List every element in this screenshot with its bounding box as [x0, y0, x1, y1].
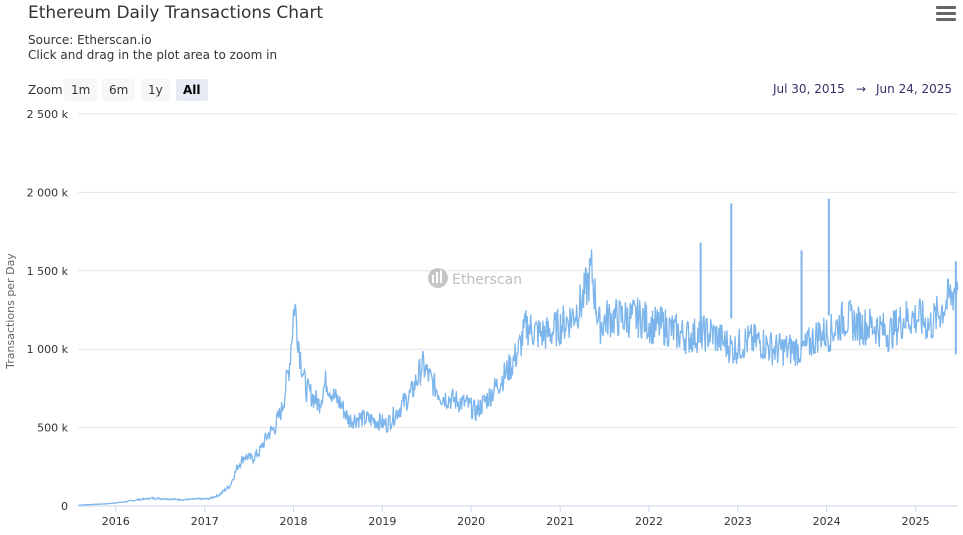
- zoom-6m-button[interactable]: 6m: [102, 79, 136, 101]
- x-tick-label: 2016: [102, 515, 130, 528]
- watermark: Etherscan: [428, 268, 522, 288]
- x-tick-label: 2017: [191, 515, 219, 528]
- x-tick-label: 2020: [457, 515, 485, 528]
- y-tick-label: 2 500 k: [27, 108, 69, 121]
- x-axis-ticks: 2016 2017 2018 2019 2020 2021 2022 2023 2024 2025: [78, 505, 958, 528]
- watermark-text: Etherscan: [452, 272, 522, 288]
- y-axis-title: Transactions per Day: [4, 253, 17, 370]
- zoom-all-button[interactable]: All: [176, 79, 208, 101]
- range-separator: →: [856, 82, 867, 96]
- y-tick-label: 1 000 k: [27, 343, 69, 356]
- y-tick-label: 500 k: [37, 422, 68, 435]
- y-axis-ticks: 0 500 k 1 000 k 1 500 k 2 000 k 2 500 k: [27, 108, 69, 513]
- menu-icon[interactable]: [936, 6, 956, 22]
- y-tick-label: 1 500 k: [27, 265, 69, 278]
- range-to-input[interactable]: Jun 24, 2025: [876, 82, 953, 96]
- x-tick-label: 2023: [724, 515, 752, 528]
- series-spikes: [699, 198, 957, 355]
- x-tick-label: 2018: [280, 515, 308, 528]
- grid-lines: [78, 113, 958, 507]
- chart-title: Ethereum Daily Transactions Chart: [28, 3, 324, 23]
- y-tick-label: 0: [61, 500, 68, 513]
- zoom-1y-button[interactable]: 1y: [141, 79, 170, 101]
- zoom-hint: Click and drag in the plot area to zoom …: [28, 48, 278, 62]
- series-line: [78, 249, 959, 506]
- x-tick-label: 2021: [546, 515, 574, 528]
- x-tick-label: 2019: [368, 515, 396, 528]
- range-from-input[interactable]: Jul 30, 2015: [773, 82, 845, 96]
- y-tick-label: 2 000 k: [27, 186, 69, 199]
- zoom-1m-button[interactable]: 1m: [64, 79, 98, 101]
- x-tick-label: 2024: [813, 515, 841, 528]
- chart-source: Source: Etherscan.io: [28, 33, 152, 47]
- x-tick-label: 2022: [635, 515, 663, 528]
- zoom-label: Zoom: [28, 83, 63, 97]
- x-tick-label: 2025: [902, 515, 930, 528]
